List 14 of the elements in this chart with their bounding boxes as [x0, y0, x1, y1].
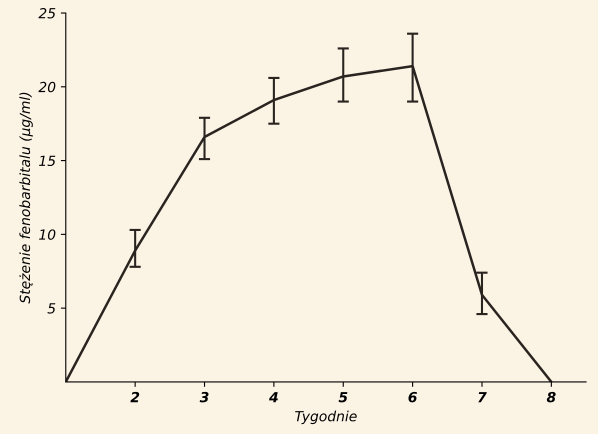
y-axis-title: Stężenie fenobarbitalu (µg/ml) [19, 92, 33, 304]
x-tick-label: 5 [338, 392, 348, 402]
x-tick-label: 8 [546, 392, 556, 402]
x-tick-label: 3 [200, 392, 209, 402]
y-tick-label: 5 [48, 303, 56, 314]
x-tick-label: 6 [408, 392, 417, 402]
y-tick-label: 20 [38, 82, 56, 92]
x-tick-label: 7 [478, 392, 487, 402]
x-axis-title: Tygodnie [295, 410, 357, 424]
y-tick-label: 15 [39, 156, 56, 166]
x-tick-label: 4 [269, 392, 278, 402]
y-tick-label: 25 [38, 8, 56, 18]
y-tick-label: 10 [39, 229, 56, 240]
x-tick-label: 2 [130, 392, 140, 402]
